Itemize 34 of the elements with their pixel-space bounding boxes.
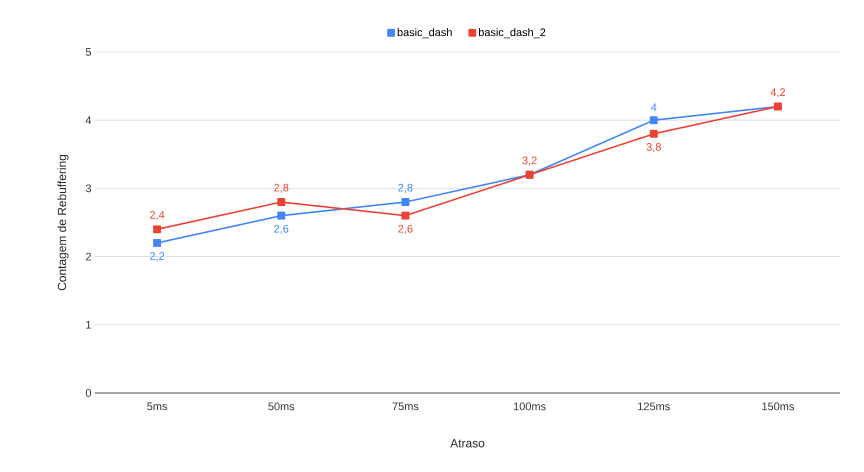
point — [401, 198, 410, 206]
data-label: 2,8 — [274, 184, 288, 193]
x-tick-label: 75ms — [392, 402, 418, 410]
legend-label: basic_dash — [398, 28, 452, 38]
point — [277, 212, 286, 220]
y-axis-title: Contagem de Rebuffering — [57, 154, 69, 290]
point — [650, 116, 658, 124]
y-tick-label: 0 — [86, 389, 92, 397]
x-tick-label: 150ms — [762, 402, 794, 410]
point — [153, 238, 162, 247]
x-tick-label: 125ms — [638, 402, 670, 410]
x-tick-label: 5ms — [147, 402, 168, 410]
data-label: 4 — [650, 103, 656, 111]
y-tick-label: 1 — [86, 321, 91, 329]
data-label: 2,2 — [150, 252, 164, 262]
data-label: 2,6 — [398, 224, 413, 234]
data-label: 2,6 — [274, 224, 288, 234]
point — [153, 225, 162, 234]
legend-label: basic_dash_2 — [478, 28, 546, 38]
data-label: 3,2 — [522, 156, 537, 166]
point — [401, 212, 410, 220]
x-tick-label: 100ms — [514, 402, 546, 410]
y-tick-label: 4 — [86, 116, 92, 124]
y-tick-label: 2 — [86, 252, 91, 260]
point — [650, 130, 658, 138]
x-axis-title: Atraso — [450, 439, 484, 448]
data-label: 2,8 — [398, 184, 413, 193]
data-label: 2,4 — [150, 211, 164, 220]
data-label: 4,2 — [770, 88, 785, 98]
point — [277, 198, 286, 206]
y-tick-label: 3 — [86, 184, 92, 192]
data-label: 3,8 — [646, 143, 661, 152]
x-tick-label: 50ms — [268, 402, 294, 410]
y-tick-label: 5 — [86, 48, 92, 56]
